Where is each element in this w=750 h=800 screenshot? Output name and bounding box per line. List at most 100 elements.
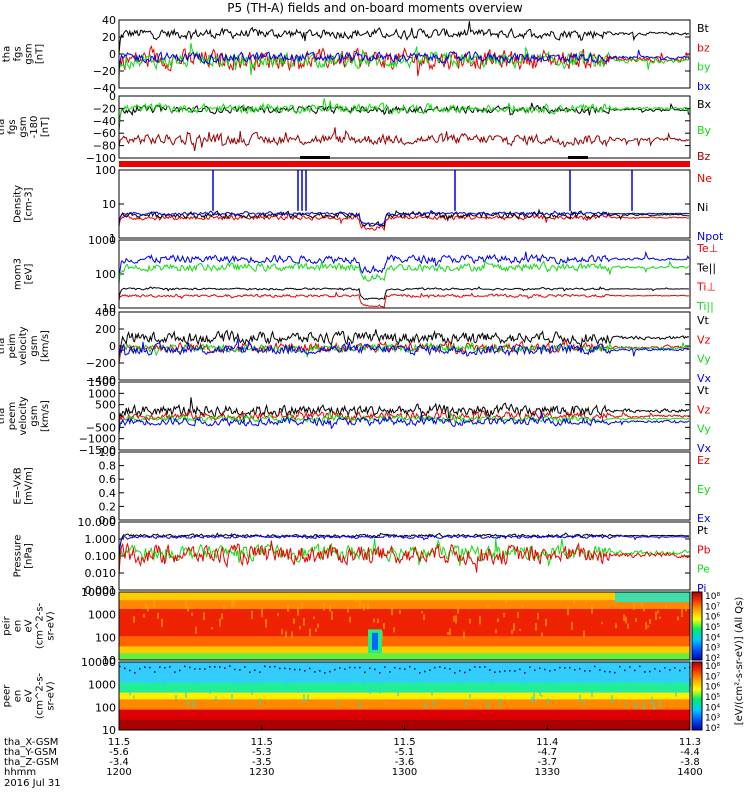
legend-pressure-1: Pb xyxy=(697,543,711,556)
legend-peem_velocity-0: Vt xyxy=(697,384,710,397)
legend-efield-0: Ez xyxy=(697,454,710,467)
legend-peem_velocity-1: Vz xyxy=(697,403,711,416)
fgs_offset-panel: thafgsgsm-180[nT] 0−20−40−60−80−100 Bx By Bz xyxy=(0,90,712,165)
status-bar xyxy=(119,156,690,167)
legend-fgs_offset-2: Bz xyxy=(697,150,711,163)
peim_velocity-frame xyxy=(118,311,691,381)
efield-ytick: 0.4 xyxy=(99,487,117,500)
peir_eflux-band xyxy=(119,609,690,637)
peem_velocity-panel: thapeemvelocitygsm[km/s] 150010005000−500… xyxy=(0,376,712,457)
fgs-blue-trace xyxy=(119,49,690,71)
fgs_offset-ytick: −60 xyxy=(93,127,116,140)
peir_eflux-panel: thapeireneV(cm^2-s-sr-eV) 10000 1000 100 10 xyxy=(0,586,691,667)
peem_velocity-blue-trace xyxy=(119,411,690,434)
fgs_offset-ytick: −40 xyxy=(93,115,116,128)
legend-peim_velocity-0: Vt xyxy=(697,314,710,327)
colorbar-1 xyxy=(691,661,703,731)
density-ytick: 100 xyxy=(95,164,116,177)
temperature-green-trace xyxy=(119,260,690,285)
fgs-panel: thafgsgsm[nT] 40 20 0 −20 −40 Bt bz by bx xyxy=(2,14,711,95)
fgs-red-trace xyxy=(119,45,690,77)
xaxis-tick-label: -3.8 xyxy=(680,757,700,768)
peim_velocity-ytick: 400 xyxy=(95,306,116,319)
peem_velocity-ytick: −1000 xyxy=(79,433,116,446)
efield-ytick: 0.8 xyxy=(99,460,117,473)
density-black-trace xyxy=(119,208,690,228)
peer_eflux-band xyxy=(119,709,690,721)
colorbar-tick: 10⁶ xyxy=(705,613,720,623)
xaxis-tick-label: 11.5 xyxy=(108,737,130,748)
legend-pressure-2: Pe xyxy=(697,563,710,576)
pressure-ytick: 0.001 xyxy=(85,584,117,597)
colorbar-tick: 10⁸ xyxy=(705,592,720,602)
xaxis-row-label: tha_Z-GSM xyxy=(4,757,59,768)
temperature-panel: mom3[eV] 1000 100 10 Te⊥ Te|| Ti⊥ Ti|| xyxy=(13,234,719,315)
pressure-green-trace xyxy=(119,538,690,567)
colorbar-tick: 10³ xyxy=(705,644,720,654)
legend-fgs-2: by xyxy=(697,61,711,74)
xaxis-tick-label: 1400 xyxy=(677,767,702,778)
colorbar-tick: 10³ xyxy=(705,714,720,724)
density-ytick: 1 xyxy=(109,232,116,245)
xaxis-tick-label: -5.3 xyxy=(252,747,272,758)
peer_eflux-ytick: 1000 xyxy=(88,679,116,692)
peem_velocity-ytick: 1500 xyxy=(88,376,116,389)
peer_eflux-panel: thapeereneV(cm^2-s-sr-eV) 10000 1000 100 10 xyxy=(0,656,691,737)
legend-peem_velocity-3: Vx xyxy=(697,442,712,455)
colorbar-tick: 10² xyxy=(705,724,720,734)
density-ylabel: Density[cm-3] xyxy=(13,185,35,223)
temperature-ytick: 100 xyxy=(95,268,116,281)
fgs_offset-ytick: −100 xyxy=(86,152,116,165)
peir_eflux-band xyxy=(119,600,690,610)
efield-ytick: 1.0 xyxy=(99,446,117,459)
peir_eflux-ytick: 1000 xyxy=(88,609,116,622)
peim_velocity-ytick: −400 xyxy=(86,374,116,387)
xaxis-tick-label: 11.5 xyxy=(251,737,273,748)
peer_eflux-ytick: 10 xyxy=(102,724,116,737)
temperature-black-trace xyxy=(119,286,690,301)
peim_velocity-panel: thapeimvelocitygsm[km/s] 400 200 0 −200 −400 V… xyxy=(0,306,712,387)
colorbar-tick: 10⁴ xyxy=(705,633,720,643)
fgs-ytick: −40 xyxy=(93,82,116,95)
peer_eflux-ytick: 100 xyxy=(95,701,116,714)
colorbar-tick: 10⁸ xyxy=(705,662,720,672)
legend-temperature-1: Te|| xyxy=(696,261,716,274)
efield-ytick: 0.0 xyxy=(99,514,117,527)
peer_eflux-ytick: 10000 xyxy=(81,656,116,669)
colorbar-tick: 10⁵ xyxy=(705,623,720,633)
pressure-ytick: 1.000 xyxy=(85,533,117,546)
peir_eflux-ytick: 10000 xyxy=(81,586,116,599)
fgs-ytick: 40 xyxy=(102,14,116,27)
pressure-ytick: 10.000 xyxy=(78,516,117,529)
legend-temperature-3: Ti|| xyxy=(696,300,714,313)
xaxis-tick-label: -5.1 xyxy=(395,747,415,758)
temperature-red-trace xyxy=(119,291,690,308)
fgs_offset-green-trace xyxy=(119,98,690,127)
peim_velocity-green-trace xyxy=(119,341,690,361)
xaxis-tick-label: -3.7 xyxy=(537,757,557,768)
pressure-ytick: 0.100 xyxy=(85,550,117,563)
density-blue-trace xyxy=(119,210,690,227)
temperature-blue-trace xyxy=(119,250,690,278)
xaxis-tick-label: -4.7 xyxy=(537,747,557,758)
xaxis-row-label: tha_X-GSM xyxy=(4,737,58,748)
xaxis-tick-label: 1200 xyxy=(106,767,131,778)
xaxis-tick-label: 11.3 xyxy=(679,737,701,748)
peem_velocity-ytick: 0 xyxy=(109,410,116,423)
xaxis-row-label: hhmm xyxy=(4,767,36,778)
efield-panel: E=-VxB[mV/m] 1.00.80.60.40.20.0 Ez Ey Ex xyxy=(13,446,711,527)
peem_velocity-ytick: 500 xyxy=(95,399,116,412)
fgs-ylabel: thafgsgsm[nT] xyxy=(2,43,46,64)
legend-fgs_offset-1: By xyxy=(697,124,712,137)
peer_eflux-band xyxy=(119,662,690,683)
xaxis-tick-label: -3.6 xyxy=(395,757,415,768)
xaxis-tick-label: -3.4 xyxy=(109,757,129,768)
xaxis-tick-label: 1330 xyxy=(535,767,560,778)
peem_velocity-ytick: 1000 xyxy=(88,387,116,400)
peer_eflux-band xyxy=(119,692,690,700)
pressure-frame xyxy=(118,521,691,591)
pressure-black-trace xyxy=(119,532,689,559)
legend-fgs-0: Bt xyxy=(697,22,710,35)
fgs-black-trace xyxy=(119,21,690,55)
density-panel: Density[cm-3] 100 10 1 Ne Ni Npot xyxy=(13,164,724,245)
